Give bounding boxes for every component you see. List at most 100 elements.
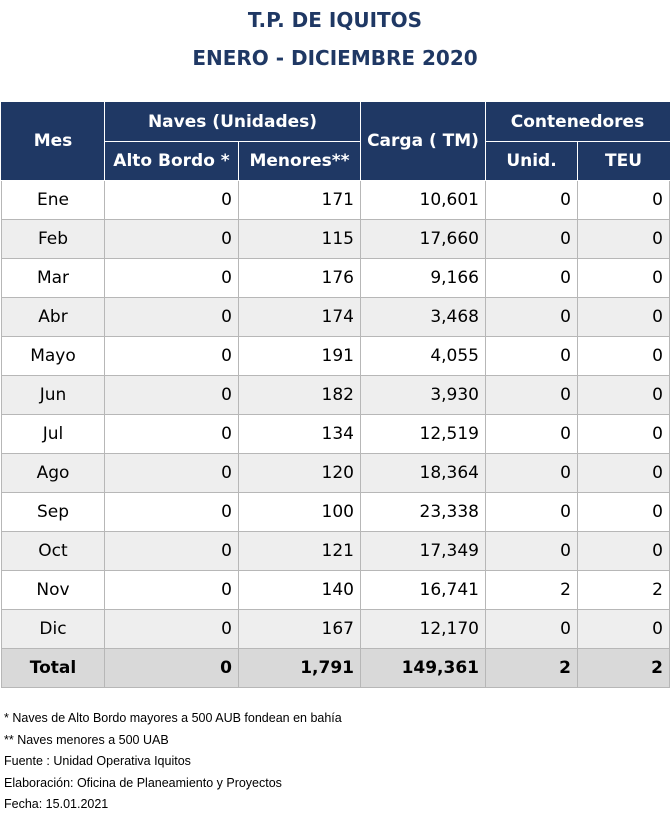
cell-menores: 140: [238, 570, 361, 610]
page-subtitle: ENERO - DICIEMBRE 2020: [192, 46, 478, 70]
cell-alto-bordo: 0: [104, 609, 239, 649]
header-contenedores: Contenedores: [485, 102, 670, 142]
header-alto-bordo: Alto Bordo *: [104, 141, 239, 181]
cell-unid: 0: [485, 375, 578, 415]
cell-carga: 16,741: [360, 570, 486, 610]
table-row: Oct 0 121 17,349 0 0: [1, 531, 670, 571]
cell-menores: 100: [238, 492, 361, 532]
table-row: Jun 0 182 3,930 0 0: [1, 375, 670, 415]
cell-mes: Mayo: [1, 336, 105, 376]
table-row: Sep 0 100 23,338 0 0: [1, 492, 670, 532]
cell-alto-bordo: 0: [104, 414, 239, 454]
cell-carga: 12,170: [360, 609, 486, 649]
cell-unid: 0: [485, 258, 578, 298]
cell-teu: 0: [577, 297, 670, 337]
table-row: Ene 0 171 10,601 0 0: [1, 180, 670, 220]
cell-alto-bordo: 0: [104, 531, 239, 571]
cell-total-unid: 2: [485, 648, 578, 688]
cell-teu: 0: [577, 258, 670, 298]
cell-unid: 0: [485, 492, 578, 532]
cell-carga: 23,338: [360, 492, 486, 532]
cell-carga: 12,519: [360, 414, 486, 454]
page-title: T.P. DE IQUITOS: [247, 8, 423, 32]
cell-mes: Dic: [1, 609, 105, 649]
cell-carga: 3,468: [360, 297, 486, 337]
cell-mes: Oct: [1, 531, 105, 571]
cell-teu: 0: [577, 531, 670, 571]
table-row: Mar 0 176 9,166 0 0: [1, 258, 670, 298]
header-naves: Naves (Unidades): [104, 102, 361, 142]
cell-unid: 0: [485, 414, 578, 454]
cell-mes: Jul: [1, 414, 105, 454]
cell-menores: 176: [238, 258, 361, 298]
cell-alto-bordo: 0: [104, 570, 239, 610]
footnote-alto-bordo: * Naves de Alto Bordo mayores a 500 AUB …: [4, 711, 342, 725]
table-row: Mayo 0 191 4,055 0 0: [1, 336, 670, 376]
cell-unid: 0: [485, 297, 578, 337]
cell-carga: 9,166: [360, 258, 486, 298]
cell-unid: 0: [485, 531, 578, 571]
cell-unid: 0: [485, 219, 578, 259]
cell-unid: 0: [485, 453, 578, 493]
cell-teu: 0: [577, 453, 670, 493]
cell-total-carga: 149,361: [360, 648, 486, 688]
cell-carga: 18,364: [360, 453, 486, 493]
footnote-fuente: Fuente : Unidad Operativa Iquitos: [4, 754, 191, 768]
table-row: Jul 0 134 12,519 0 0: [1, 414, 670, 454]
cell-unid: 0: [485, 180, 578, 220]
cell-menores: 120: [238, 453, 361, 493]
cell-total-alto-bordo: 0: [104, 648, 239, 688]
header-carga: Carga ( TM): [360, 102, 486, 181]
cell-mes: Ene: [1, 180, 105, 220]
cell-total-label: Total: [1, 648, 105, 688]
cell-alto-bordo: 0: [104, 219, 239, 259]
cell-alto-bordo: 0: [104, 336, 239, 376]
cell-menores: 182: [238, 375, 361, 415]
cell-alto-bordo: 0: [104, 297, 239, 337]
cell-alto-bordo: 0: [104, 453, 239, 493]
cell-carga: 4,055: [360, 336, 486, 376]
cell-menores: 191: [238, 336, 361, 376]
footnotes: * Naves de Alto Bordo mayores a 500 AUB …: [4, 708, 342, 816]
cell-menores: 167: [238, 609, 361, 649]
cell-total-teu: 2: [577, 648, 670, 688]
table-row: Nov 0 140 16,741 2 2: [1, 570, 670, 610]
cell-carga: 17,349: [360, 531, 486, 571]
cell-teu: 2: [577, 570, 670, 610]
total-row: Total 0 1,791 149,361 2 2: [1, 648, 670, 688]
cell-mes: Ago: [1, 453, 105, 493]
cell-alto-bordo: 0: [104, 375, 239, 415]
cell-menores: 174: [238, 297, 361, 337]
header-mes: Mes: [1, 102, 105, 181]
footnote-menores: ** Naves menores a 500 UAB: [4, 732, 169, 747]
cell-mes: Sep: [1, 492, 105, 532]
cell-teu: 0: [577, 336, 670, 376]
cell-mes: Mar: [1, 258, 105, 298]
cell-unid: 0: [485, 609, 578, 649]
cell-menores: 121: [238, 531, 361, 571]
table-row: Feb 0 115 17,660 0 0: [1, 219, 670, 259]
cell-teu: 0: [577, 414, 670, 454]
cell-carga: 17,660: [360, 219, 486, 259]
cell-alto-bordo: 0: [104, 492, 239, 532]
cell-menores: 134: [238, 414, 361, 454]
cell-carga: 10,601: [360, 180, 486, 220]
cell-teu: 0: [577, 375, 670, 415]
cell-teu: 0: [577, 492, 670, 532]
cell-alto-bordo: 0: [104, 180, 239, 220]
cell-teu: 0: [577, 180, 670, 220]
table-row: Dic 0 167 12,170 0 0: [1, 609, 670, 649]
table-row: Ago 0 120 18,364 0 0: [1, 453, 670, 493]
header-menores: Menores**: [238, 141, 361, 181]
footnote-fecha: Fecha: 15.01.2021: [4, 797, 109, 811]
cell-mes: Feb: [1, 219, 105, 259]
header-unid: Unid.: [485, 141, 578, 181]
cell-teu: 0: [577, 609, 670, 649]
footnote-elaboracion: Elaboración: Oficina de Planeamiento y P…: [4, 775, 282, 790]
cell-mes: Nov: [1, 570, 105, 610]
cell-alto-bordo: 0: [104, 258, 239, 298]
cell-mes: Jun: [1, 375, 105, 415]
data-table: Mes Naves (Unidades) Carga ( TM) Contene…: [1, 102, 670, 688]
cell-menores: 115: [238, 219, 361, 259]
cell-unid: 2: [485, 570, 578, 610]
